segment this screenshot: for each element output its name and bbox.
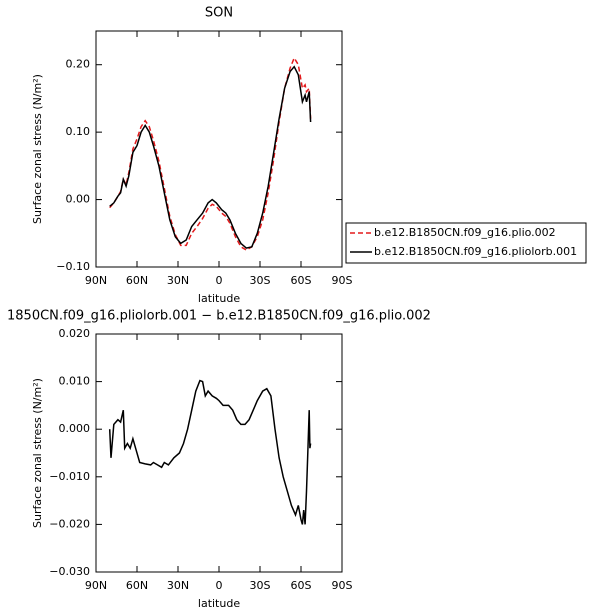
- x-tick-label: 90S: [332, 274, 353, 287]
- plot-frame: [95, 333, 343, 573]
- x-axis-label: latitude: [198, 597, 240, 610]
- x-tick-label: 90N: [85, 274, 107, 287]
- y-tick-label: −0.020: [49, 517, 90, 530]
- x-tick-label: 60S: [291, 579, 312, 592]
- x-tick-label: 60N: [126, 274, 148, 287]
- series-line: [109, 56, 312, 251]
- x-axis-label: latitude: [198, 292, 240, 305]
- x-tick-label: 90S: [332, 579, 353, 592]
- y-tick-label: −0.010: [49, 470, 90, 483]
- legend-label: b.e12.B1850CN.f09_g16.plio.002: [374, 226, 556, 239]
- series-line: [108, 379, 312, 525]
- y-tick-label: −0.10: [56, 260, 90, 273]
- plot-frame: [95, 30, 343, 268]
- legend-box: [345, 222, 587, 264]
- chart-title: 1850CN.f09_g16.pliolorb.001 − b.e12.B185…: [7, 309, 431, 324]
- x-tick-label: 30S: [250, 579, 271, 592]
- x-tick-label: 90N: [85, 579, 107, 592]
- series-line: [109, 65, 312, 249]
- y-tick-label: 0.20: [66, 58, 91, 71]
- x-tick-label: 60N: [126, 579, 148, 592]
- y-tick-label: −0.030: [49, 565, 90, 578]
- x-tick-label: 30S: [250, 274, 271, 287]
- x-tick-label: 30N: [167, 274, 189, 287]
- x-tick-label: 0: [216, 274, 223, 287]
- y-axis-label: Surface zonal stress (N/m²): [31, 378, 44, 528]
- y-axis-label: Surface zonal stress (N/m²): [31, 74, 44, 224]
- legend-label: b.e12.B1850CN.f09_g16.pliolorb.001: [374, 245, 577, 258]
- x-tick-label: 60S: [291, 274, 312, 287]
- y-tick-label: 0.00: [66, 193, 91, 206]
- y-tick-label: 0.020: [59, 327, 91, 340]
- x-tick-label: 0: [216, 579, 223, 592]
- y-tick-label: 0.10: [66, 125, 91, 138]
- chart-title: SON: [205, 6, 233, 21]
- x-tick-label: 30N: [167, 579, 189, 592]
- y-tick-label: 0.010: [59, 375, 91, 388]
- y-tick-label: 0.000: [59, 422, 91, 435]
